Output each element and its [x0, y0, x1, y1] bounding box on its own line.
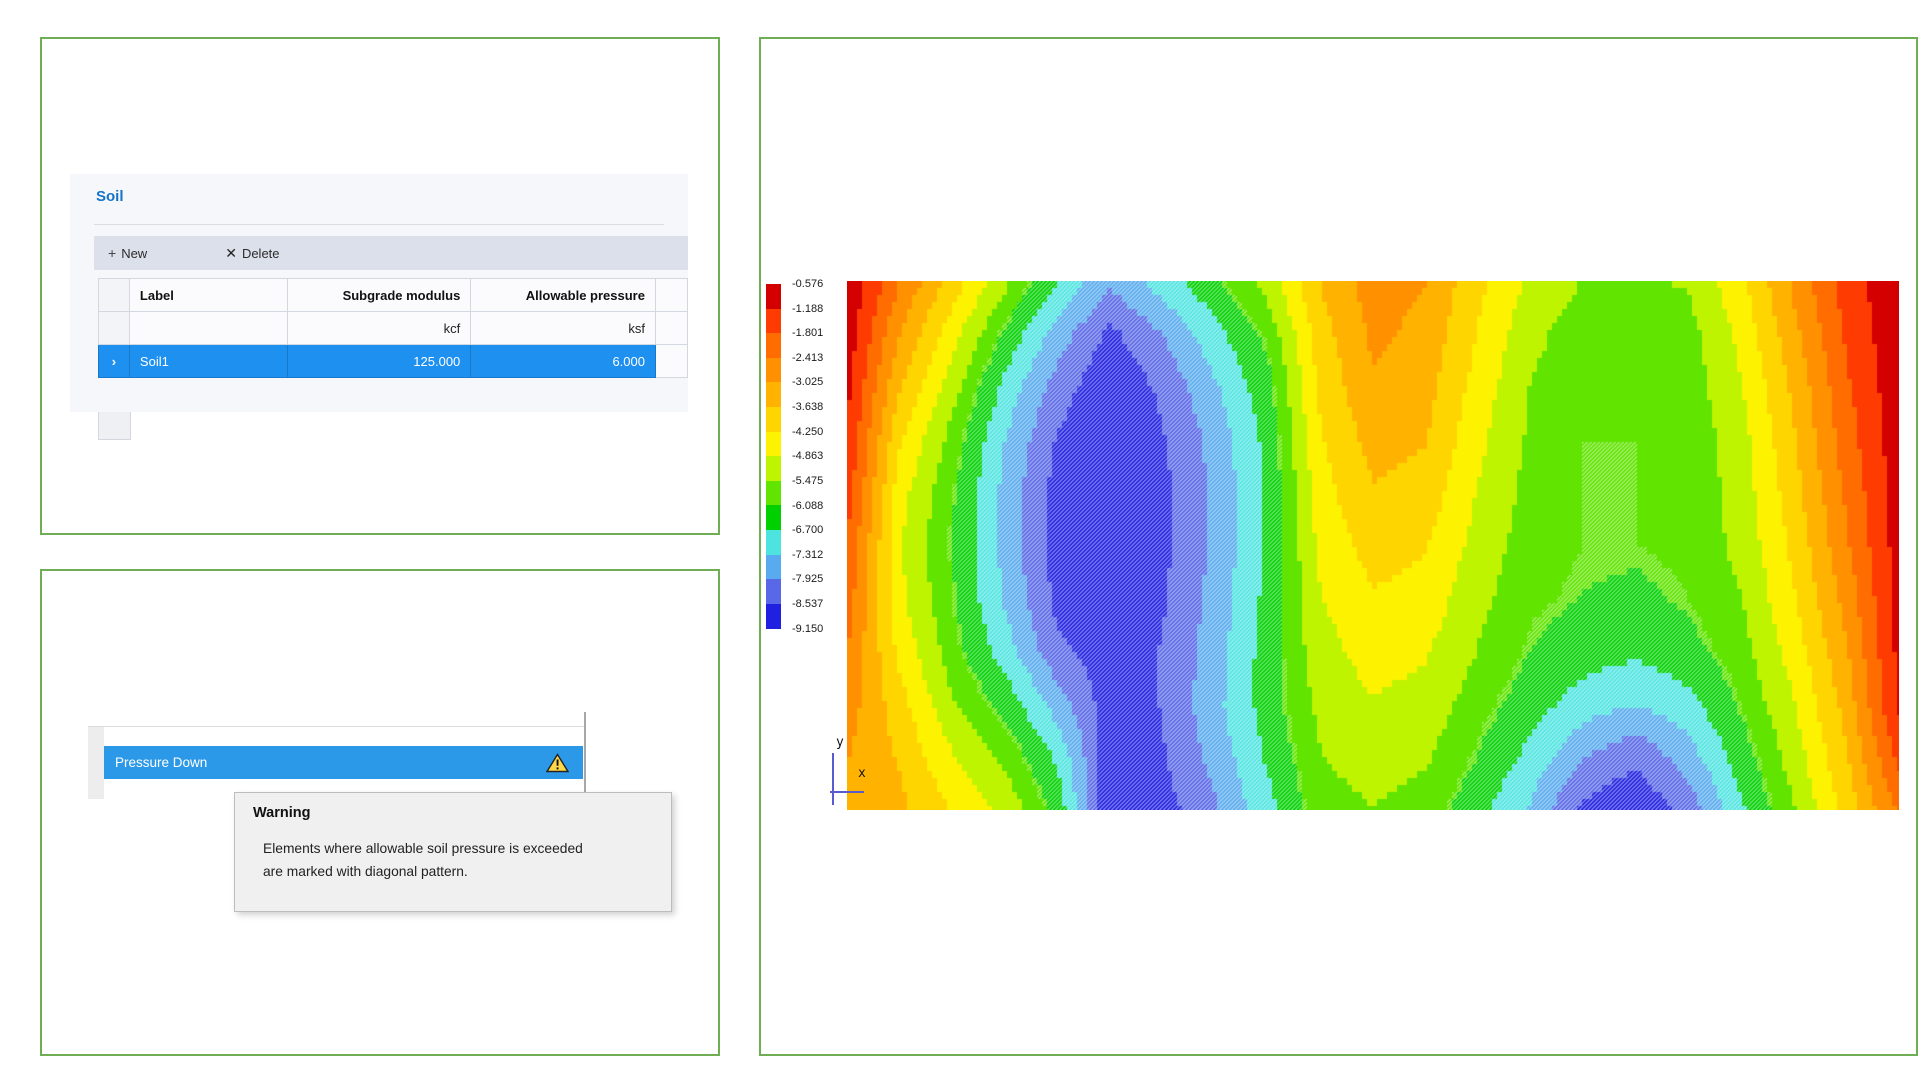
row-selector-cell	[98, 311, 130, 345]
legend-swatch	[766, 431, 781, 457]
y-axis-label: y	[836, 735, 844, 750]
pressure-down-label: Pressure Down	[115, 755, 208, 770]
panel-left-margin	[88, 727, 104, 799]
title-separator	[94, 224, 664, 225]
selected-row-indicator[interactable]: ›	[98, 344, 130, 378]
panel-top-hairline	[88, 726, 585, 727]
legend-label: -4.250	[792, 425, 824, 438]
soil-table-header-row: Label Subgrade modulus Allowable pressur…	[98, 278, 689, 312]
filler-column-header	[654, 278, 689, 312]
legend-swatch	[766, 308, 781, 334]
legend-label: -8.537	[792, 597, 824, 610]
soil-card: Soil + New ✕ Delete Label Subgrade modul…	[70, 174, 689, 440]
cell-allowable-pressure[interactable]: 6.000	[470, 344, 656, 378]
plus-icon: +	[108, 245, 117, 261]
units-subgrade-cell: kcf	[286, 311, 472, 345]
legend-swatch	[766, 603, 781, 629]
legend-swatch	[766, 357, 781, 383]
warning-tooltip-title: Warning	[253, 805, 311, 821]
soil-toolbar: + New ✕ Delete	[94, 236, 688, 270]
new-button[interactable]: + New	[94, 236, 161, 270]
legend-swatch	[766, 456, 781, 481]
soil-panel-title: Soil	[96, 188, 124, 205]
panel-right-edge-line	[584, 712, 586, 804]
legend-swatch	[766, 480, 781, 506]
row-selector-header	[98, 278, 130, 312]
delete-button-label: Delete	[241, 245, 280, 261]
legend-swatch	[766, 407, 781, 432]
cell-subgrade-modulus[interactable]: 125.000	[286, 344, 472, 378]
legend-label: -6.700	[792, 524, 824, 537]
legend-label: -7.312	[792, 548, 824, 561]
new-button-label: New	[121, 245, 148, 261]
warning-tooltip: Warning Elements where allowable soil pr…	[234, 792, 672, 912]
filler-cell	[654, 344, 689, 378]
y-axis-line	[832, 753, 834, 805]
column-header-label: Label	[128, 278, 288, 312]
legend-label: -0.576	[792, 278, 824, 290]
delete-button[interactable]: ✕ Delete	[211, 236, 293, 270]
soil-table-units-row: kcf ksf	[98, 311, 689, 345]
soil-table-row-soil1[interactable]: › Soil1 125.000 6.000	[98, 344, 689, 378]
column-header-allowable-pressure: Allowable pressure	[470, 278, 656, 312]
legend-label: -3.025	[792, 376, 824, 389]
legend-label: -4.863	[792, 450, 824, 463]
units-pressure-cell: ksf	[470, 311, 656, 345]
x-axis-line	[830, 791, 864, 793]
legend-swatch	[766, 382, 781, 408]
legend-label: -1.801	[792, 327, 824, 340]
legend-swatch	[766, 284, 781, 309]
soil-table: Label Subgrade modulus Allowable pressur…	[98, 278, 689, 378]
legend-label: -3.638	[792, 401, 824, 414]
legend-label: -2.413	[792, 351, 824, 364]
legend-label: -6.088	[792, 499, 824, 512]
warning-tooltip-line2: are marked with diagonal pattern.	[263, 864, 468, 879]
pressure-down-item[interactable]: Pressure Down	[104, 746, 583, 779]
legend-swatch	[766, 530, 781, 555]
legend-label: -1.188	[792, 302, 824, 315]
warning-tooltip-line1: Elements where allowable soil pressure i…	[263, 841, 583, 856]
contour-legend	[766, 284, 781, 629]
legend-swatch	[766, 579, 781, 604]
legend-label: -5.475	[792, 474, 824, 487]
warning-icon	[546, 752, 569, 773]
contour-canvas	[847, 281, 1899, 810]
units-label-cell	[128, 311, 288, 345]
cell-label[interactable]: Soil1	[128, 344, 288, 378]
legend-label: -9.150	[792, 622, 824, 635]
legend-swatch	[766, 505, 781, 531]
legend-swatch	[766, 554, 781, 580]
empty-row-selector-strip	[98, 412, 131, 440]
warning-tooltip-text: Elements where allowable soil pressure i…	[263, 837, 583, 883]
filler-cell	[654, 311, 689, 345]
x-icon: ✕	[225, 244, 237, 261]
x-axis-label: x	[858, 766, 866, 781]
column-header-subgrade-modulus: Subgrade modulus	[286, 278, 472, 312]
legend-swatch	[766, 333, 781, 358]
legend-label: -7.925	[792, 573, 824, 586]
